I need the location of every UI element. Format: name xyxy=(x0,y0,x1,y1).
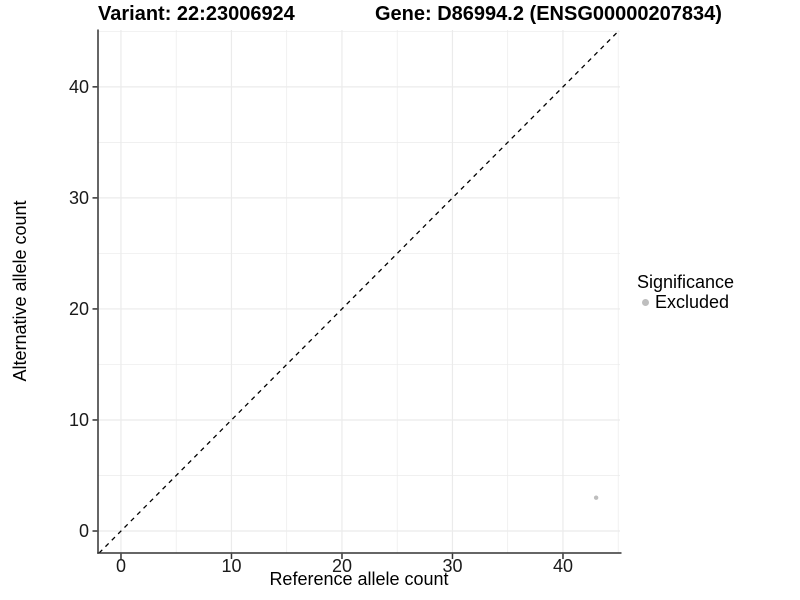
variant-title: Variant: 22:23006924 xyxy=(98,3,295,25)
gene-title: Gene: D86994.2 (ENSG00000207834) xyxy=(375,3,722,25)
x-tick-label: 40 xyxy=(553,556,573,576)
y-tick-label: 10 xyxy=(69,410,89,430)
x-tick-label: 10 xyxy=(221,556,241,576)
x-axis-title: Reference allele count xyxy=(269,569,449,589)
x-tick-label: 0 xyxy=(116,556,126,576)
legend-point-icon xyxy=(642,298,649,306)
y-axis-title: Alternative allele count xyxy=(10,200,30,382)
legend-item-label: Excluded xyxy=(655,291,730,312)
y-tick-label: 20 xyxy=(69,299,89,319)
x-tick-label: 20 xyxy=(332,556,352,576)
identity-dashed-line xyxy=(98,29,621,554)
y-tick-label: 0 xyxy=(79,521,89,541)
data-point xyxy=(593,495,599,500)
y-tick-label: 30 xyxy=(69,188,89,208)
legend-item-excluded: Excluded xyxy=(637,292,734,312)
legend: Significance Excluded xyxy=(637,272,734,312)
x-tick-label: 30 xyxy=(442,556,462,576)
legend-title: Significance xyxy=(637,272,735,292)
y-tick-label: 40 xyxy=(69,77,89,97)
